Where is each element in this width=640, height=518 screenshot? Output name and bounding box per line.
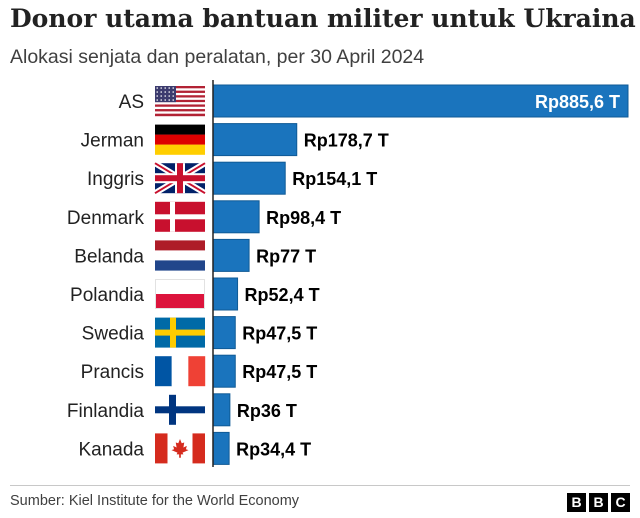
value-label: Rp36 T: [237, 401, 297, 421]
bar: [212, 431, 230, 465]
value-label: Rp98,4 T: [266, 208, 341, 228]
chart-subtitle: Alokasi senjata dan peralatan, per 30 Ap…: [10, 46, 425, 68]
canada-flag-icon: [155, 433, 205, 464]
uk-flag-icon: [153, 160, 207, 196]
category-label: Belanda: [74, 246, 144, 267]
category-label: Swedia: [82, 324, 145, 345]
chart-title: Donor utama bantuan militer untuk Ukrain…: [10, 4, 636, 33]
category-label: Prancis: [81, 362, 144, 383]
us-flag-icon: [155, 86, 205, 117]
category-label: Kanada: [78, 439, 144, 460]
bar: [212, 238, 250, 272]
bar: [212, 200, 260, 234]
france-flag-icon: [155, 356, 206, 387]
germany-flag-icon: [155, 124, 205, 155]
bar: [212, 123, 298, 157]
denmark-flag-icon: [155, 201, 205, 232]
value-label: Rp47,5 T: [242, 362, 317, 382]
value-label: Rp178,7 T: [304, 131, 389, 151]
value-label: Rp47,5 T: [242, 324, 317, 344]
bar: [212, 277, 239, 311]
value-label: Rp154,1 T: [292, 169, 377, 189]
category-label: Inggris: [87, 169, 144, 190]
bar: [212, 393, 231, 427]
value-label: Rp885,6 T: [535, 92, 620, 112]
bar-chart: AS Rp885,6 T Jerman Rp178,7 T Inggris Rp154,1…: [67, 80, 629, 467]
sweden-flag-icon: [155, 317, 205, 348]
bar: [212, 316, 236, 350]
footer-divider: [10, 485, 630, 486]
value-label: Rp52,4 T: [245, 285, 320, 305]
category-label: Denmark: [67, 208, 145, 229]
bbc-logo-letter: B: [567, 493, 586, 512]
bar: [212, 354, 236, 388]
bar: [212, 161, 286, 195]
bbc-logo-letter: C: [611, 493, 630, 512]
category-label: Jerman: [81, 131, 144, 152]
source-note: Sumber: Kiel Institute for the World Eco…: [10, 493, 300, 509]
category-label: Polandia: [70, 285, 144, 306]
netherlands-flag-icon: [155, 240, 205, 271]
finland-flag-icon: [155, 394, 205, 425]
category-label: AS: [119, 92, 144, 113]
category-label: Finlandia: [67, 401, 145, 422]
bar: [212, 84, 629, 118]
value-label: Rp34,4 T: [236, 439, 311, 459]
bbc-logo-letter: B: [589, 493, 608, 512]
bbc-logo: B B C: [567, 493, 630, 512]
poland-flag-icon: [155, 279, 205, 309]
value-label: Rp77 T: [256, 246, 316, 266]
